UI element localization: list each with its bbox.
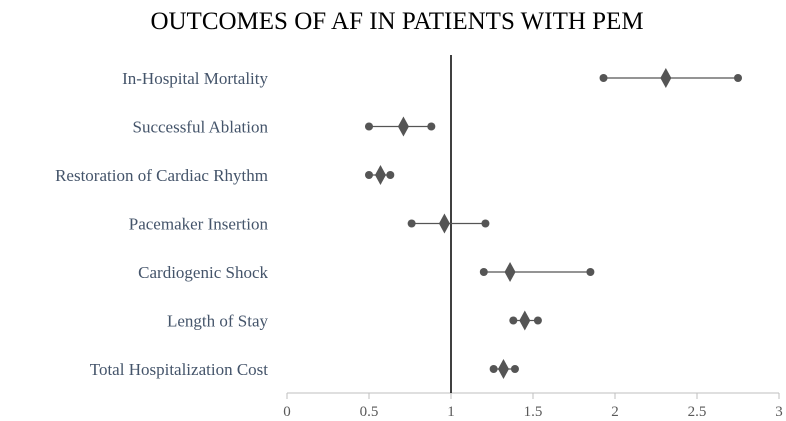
category-label: Total Hospitalization Cost xyxy=(90,360,269,379)
ci-upper-point xyxy=(586,268,595,276)
x-tick-label: 3 xyxy=(775,404,783,420)
estimate-diamond xyxy=(497,359,509,379)
category-label: Length of Stay xyxy=(167,312,269,331)
estimate-diamond xyxy=(660,68,672,88)
x-tick-label: 2 xyxy=(611,404,619,420)
ci-upper-point xyxy=(427,122,436,131)
ci-lower-point xyxy=(489,365,498,373)
ci-upper-point xyxy=(386,171,395,179)
estimate-diamond xyxy=(438,213,450,234)
x-tick-label: 0 xyxy=(283,404,291,420)
plot-area: 0 0.5 1 1.5 2 2.5 3 In-Hospital Mortality Succes… xyxy=(55,55,783,420)
estimate-diamond xyxy=(519,310,531,331)
ci-upper-point xyxy=(734,74,742,82)
category-label: In-Hospital Mortality xyxy=(122,69,268,88)
x-tick-label: 1.5 xyxy=(524,404,543,420)
x-tick-label: 1 xyxy=(447,404,455,420)
ci-lower-point xyxy=(407,219,416,228)
ci-lower-point xyxy=(479,268,488,276)
category-label: Pacemaker Insertion xyxy=(129,215,269,234)
ci-lower-point xyxy=(509,316,518,325)
ci-lower-point xyxy=(599,74,608,82)
ci-lower-point xyxy=(365,122,373,131)
chart-title: OUTCOMES OF AF IN PATIENTS WITH PEM xyxy=(150,8,643,35)
estimate-diamond xyxy=(397,116,409,137)
ci-upper-point xyxy=(481,219,490,228)
ci-lower-point xyxy=(365,171,373,179)
category-label: Cardiogenic Shock xyxy=(138,263,268,282)
estimate-diamond xyxy=(504,262,516,282)
ci-upper-point xyxy=(510,365,519,373)
category-label: Successful Ablation xyxy=(132,118,268,137)
x-tick-label: 0.5 xyxy=(360,404,379,420)
x-tick-label: 2.5 xyxy=(688,404,707,420)
category-label: Restoration of Cardiac Rhythm xyxy=(55,166,268,185)
estimate-diamond xyxy=(374,165,386,185)
ci-upper-point xyxy=(533,316,542,325)
